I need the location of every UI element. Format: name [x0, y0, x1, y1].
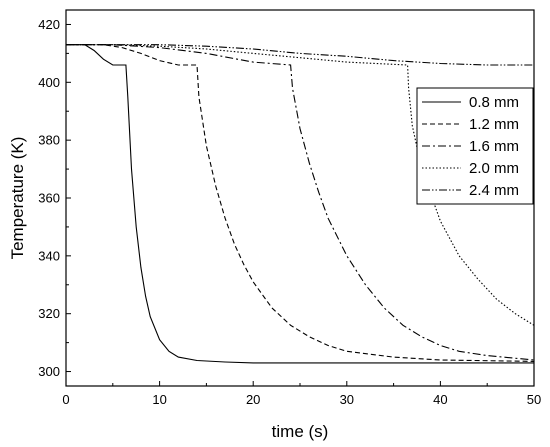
- legend-label: 1.2 mm: [469, 116, 519, 133]
- series-group: [66, 44, 535, 364]
- x-tick-label: 40: [433, 392, 447, 407]
- y-tick-label: 420: [38, 17, 60, 32]
- y-tick-label: 340: [38, 248, 60, 263]
- x-tick-label: 50: [527, 392, 541, 407]
- y-tick-label: 300: [38, 364, 60, 379]
- series-line-4: [66, 44, 535, 326]
- y-tick-label: 400: [38, 75, 60, 90]
- legend-box: [416, 87, 534, 205]
- series-line-5: [66, 44, 534, 66]
- x-tick-label: 10: [152, 392, 166, 407]
- series-line-2: [66, 44, 535, 362]
- axis-ticks: 0 10 20 30 40 50 300 320 340 360 380 400 420: [38, 17, 541, 407]
- legend-label: 0.8 mm: [469, 94, 519, 111]
- series-line-3: [66, 44, 535, 361]
- x-tick-label: 20: [246, 392, 260, 407]
- legend-label: 2.0 mm: [469, 160, 519, 177]
- y-tick-label: 360: [38, 191, 60, 206]
- y-tick-label: 380: [38, 133, 60, 148]
- legend: 0.8 mm 1.2 mm 1.6 mm 2.0 mm 2.4 mm: [416, 87, 534, 205]
- y-tick-label: 320: [38, 306, 60, 321]
- x-tick-label: 30: [340, 392, 354, 407]
- legend-label: 1.6 mm: [469, 138, 519, 155]
- legend-label: 2.4 mm: [469, 182, 519, 199]
- x-tick-label: 0: [62, 392, 69, 407]
- series-line-1: [66, 44, 534, 364]
- x-axis-label: time (s): [272, 422, 329, 441]
- y-axis-label: Temperature (K): [8, 137, 27, 260]
